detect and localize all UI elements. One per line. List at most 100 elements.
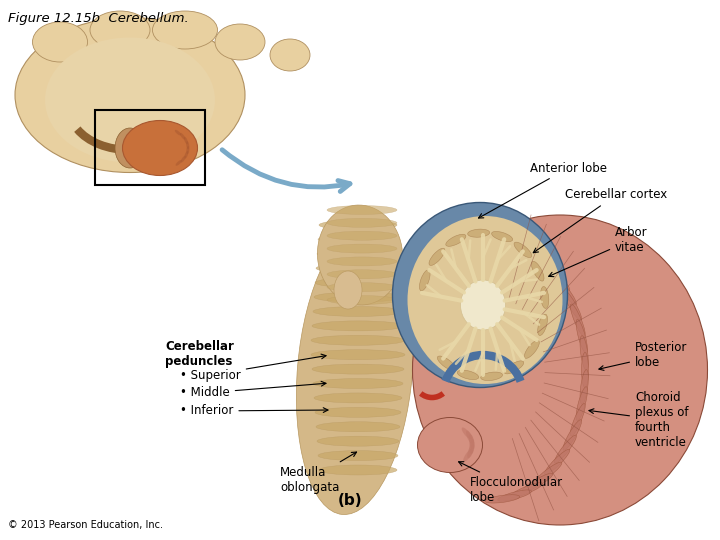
Ellipse shape (510, 483, 543, 497)
Ellipse shape (514, 242, 531, 258)
Ellipse shape (463, 449, 473, 462)
Ellipse shape (334, 271, 362, 309)
Ellipse shape (469, 435, 474, 449)
Text: • Superior: • Superior (180, 354, 326, 381)
Ellipse shape (420, 270, 430, 291)
Ellipse shape (544, 266, 570, 291)
Text: Cerebellar cortex: Cerebellar cortex (534, 188, 667, 253)
Ellipse shape (580, 336, 588, 370)
Ellipse shape (318, 205, 402, 305)
Ellipse shape (115, 128, 145, 168)
Text: Cerebellar
peduncles: Cerebellar peduncles (165, 340, 234, 368)
Ellipse shape (408, 216, 562, 384)
Ellipse shape (186, 146, 189, 154)
Ellipse shape (180, 133, 185, 140)
Ellipse shape (314, 393, 402, 403)
Ellipse shape (457, 370, 479, 380)
Ellipse shape (186, 141, 189, 149)
Ellipse shape (327, 218, 397, 227)
Ellipse shape (534, 256, 562, 278)
Ellipse shape (446, 234, 466, 246)
Ellipse shape (467, 444, 474, 458)
Text: (b): (b) (338, 493, 362, 508)
Ellipse shape (522, 248, 553, 267)
Ellipse shape (327, 231, 397, 240)
Ellipse shape (270, 39, 310, 71)
Text: • Inferior: • Inferior (180, 404, 328, 417)
Ellipse shape (582, 353, 588, 388)
Ellipse shape (544, 449, 570, 475)
Ellipse shape (570, 403, 585, 436)
Ellipse shape (504, 361, 523, 374)
Ellipse shape (184, 151, 188, 159)
Ellipse shape (317, 249, 399, 259)
Ellipse shape (215, 24, 265, 60)
Ellipse shape (315, 278, 401, 288)
Ellipse shape (469, 439, 474, 454)
Ellipse shape (538, 314, 547, 335)
Ellipse shape (418, 417, 482, 472)
Ellipse shape (534, 462, 562, 484)
Ellipse shape (317, 436, 399, 446)
Text: © 2013 Pearson Education, Inc.: © 2013 Pearson Education, Inc. (8, 520, 163, 530)
Ellipse shape (327, 206, 397, 214)
Ellipse shape (554, 277, 577, 305)
Ellipse shape (316, 263, 400, 273)
Ellipse shape (15, 17, 245, 172)
Ellipse shape (498, 490, 531, 501)
Ellipse shape (313, 307, 403, 316)
Ellipse shape (392, 202, 567, 388)
Ellipse shape (462, 428, 472, 440)
Ellipse shape (319, 465, 397, 475)
Ellipse shape (576, 387, 588, 421)
Ellipse shape (541, 287, 549, 308)
Ellipse shape (492, 232, 513, 241)
Text: Posterior
lobe: Posterior lobe (599, 341, 688, 370)
Ellipse shape (297, 226, 414, 515)
Ellipse shape (318, 234, 398, 245)
Ellipse shape (510, 242, 543, 258)
Ellipse shape (461, 280, 505, 330)
Ellipse shape (315, 407, 401, 417)
Ellipse shape (563, 420, 582, 450)
Ellipse shape (580, 369, 588, 404)
Ellipse shape (576, 320, 588, 353)
Ellipse shape (181, 156, 186, 163)
Text: Choroid
plexus of
fourth
ventricle: Choroid plexus of fourth ventricle (589, 391, 688, 449)
Ellipse shape (466, 430, 474, 444)
Ellipse shape (481, 372, 503, 381)
Text: Medulla
oblongata: Medulla oblongata (280, 452, 356, 494)
Ellipse shape (45, 37, 215, 163)
Ellipse shape (413, 215, 708, 525)
Ellipse shape (175, 130, 181, 136)
Ellipse shape (327, 257, 397, 266)
Ellipse shape (314, 292, 402, 302)
Text: Flocculonodular
lobe: Flocculonodular lobe (459, 462, 563, 504)
Ellipse shape (327, 282, 397, 292)
Ellipse shape (554, 435, 577, 463)
Ellipse shape (570, 304, 585, 336)
Ellipse shape (316, 422, 400, 432)
Ellipse shape (429, 248, 445, 266)
Ellipse shape (468, 229, 490, 237)
Ellipse shape (485, 495, 520, 503)
Ellipse shape (122, 120, 197, 176)
Ellipse shape (522, 474, 553, 492)
Ellipse shape (313, 379, 403, 388)
Ellipse shape (319, 220, 397, 230)
Ellipse shape (311, 350, 405, 360)
Ellipse shape (531, 261, 544, 281)
Ellipse shape (437, 356, 456, 370)
Ellipse shape (176, 160, 182, 166)
Ellipse shape (311, 335, 405, 345)
Ellipse shape (327, 270, 397, 279)
Ellipse shape (498, 239, 531, 250)
Text: Figure 12.15b  Cerebellum.: Figure 12.15b Cerebellum. (8, 12, 189, 25)
Ellipse shape (524, 340, 539, 359)
Ellipse shape (312, 364, 404, 374)
Text: Arbor
vitae: Arbor vitae (549, 226, 647, 276)
Ellipse shape (318, 450, 398, 461)
Ellipse shape (327, 295, 397, 305)
Bar (95, 110, 205, 185)
Ellipse shape (90, 11, 150, 49)
